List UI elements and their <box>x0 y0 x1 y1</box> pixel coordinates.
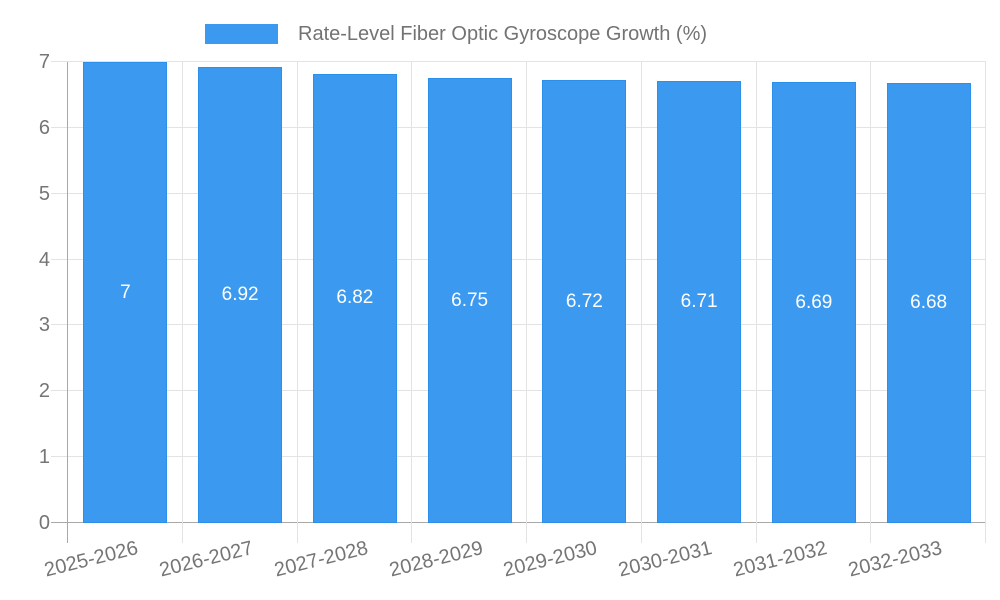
legend: Rate-Level Fiber Optic Gyroscope Growth … <box>0 0 1000 52</box>
gridline-vertical <box>296 62 298 523</box>
y-tick-label: 5 <box>38 182 50 205</box>
x-tick-label: 2028-2029 <box>386 537 485 582</box>
y-tick-label: 2 <box>38 380 50 403</box>
y-tick-label: 4 <box>38 248 50 271</box>
gridline-vertical <box>870 62 872 523</box>
x-axis-baseline <box>68 522 986 523</box>
bar-value-label: 6.82 <box>336 287 374 309</box>
bar <box>542 80 627 523</box>
plot-area: 7 6.92 6.82 6.75 6.72 6.71 6.69 6.68 <box>51 61 986 543</box>
gridline-horizontal <box>68 390 986 392</box>
gridline-vertical <box>526 62 527 523</box>
bar-value-label: 6.92 <box>221 284 259 306</box>
y-tick-label: 1 <box>38 446 50 469</box>
x-tick-mark <box>755 523 757 543</box>
gridline-horizontal <box>68 61 986 62</box>
bar <box>198 67 283 523</box>
y-tick-label: 6 <box>38 116 50 139</box>
y-tick-mark <box>51 522 68 523</box>
gridline-horizontal <box>68 192 986 194</box>
gridline-vertical <box>755 62 757 523</box>
y-tick-mark <box>51 192 68 194</box>
legend-swatch[interactable] <box>205 24 278 44</box>
gridline-horizontal <box>68 456 986 458</box>
y-tick-mark <box>51 390 68 392</box>
x-tick-label: 2027-2028 <box>272 537 371 582</box>
y-tick-mark <box>51 126 68 128</box>
bar <box>83 62 168 523</box>
x-tick-label: 2025-2026 <box>42 537 141 582</box>
gridline-horizontal <box>68 258 986 260</box>
x-tick-mark <box>296 523 298 543</box>
gridline-vertical <box>985 62 986 523</box>
gridline-vertical <box>411 62 413 523</box>
y-axis-line <box>67 62 68 523</box>
y-tick-label: 0 <box>38 512 50 534</box>
y-tick-label: 3 <box>38 314 50 337</box>
bar-value-label: 6.69 <box>795 291 833 313</box>
gridline-horizontal <box>68 126 986 128</box>
x-tick-label: 2029-2030 <box>501 537 600 582</box>
x-tick-label: 2032-2033 <box>845 537 944 582</box>
bar-value-label: 6.75 <box>451 289 489 311</box>
x-tick-mark <box>870 523 872 543</box>
bar <box>886 83 971 523</box>
x-tick-mark <box>526 523 527 543</box>
legend-label[interactable]: Rate-Level Fiber Optic Gyroscope Growth … <box>298 23 708 45</box>
bar-value-label: 6.72 <box>565 290 603 312</box>
x-tick-mark <box>67 523 68 543</box>
bar <box>427 78 512 523</box>
x-tick-mark <box>640 523 642 543</box>
y-tick-mark <box>51 61 68 62</box>
x-tick-mark <box>985 523 986 543</box>
y-tick-mark <box>51 324 68 326</box>
bar <box>657 81 742 523</box>
x-tick-mark <box>411 523 413 543</box>
gridline-vertical <box>181 62 183 523</box>
bar <box>312 73 397 523</box>
x-tick-label: 2030-2031 <box>616 537 715 582</box>
gridline-horizontal <box>68 324 986 326</box>
x-tick-label: 2026-2027 <box>157 537 256 582</box>
x-tick-mark <box>181 523 183 543</box>
gridline-vertical <box>640 62 642 523</box>
bar <box>771 82 856 523</box>
y-tick-mark <box>51 258 68 260</box>
x-tick-label: 2031-2032 <box>731 537 830 582</box>
bar-value-label: 6.71 <box>680 291 718 313</box>
bar-value-label: 7 <box>120 281 131 303</box>
y-tick-mark <box>51 456 68 458</box>
bar-value-label: 6.68 <box>910 292 948 314</box>
y-tick-label: 7 <box>38 51 50 73</box>
